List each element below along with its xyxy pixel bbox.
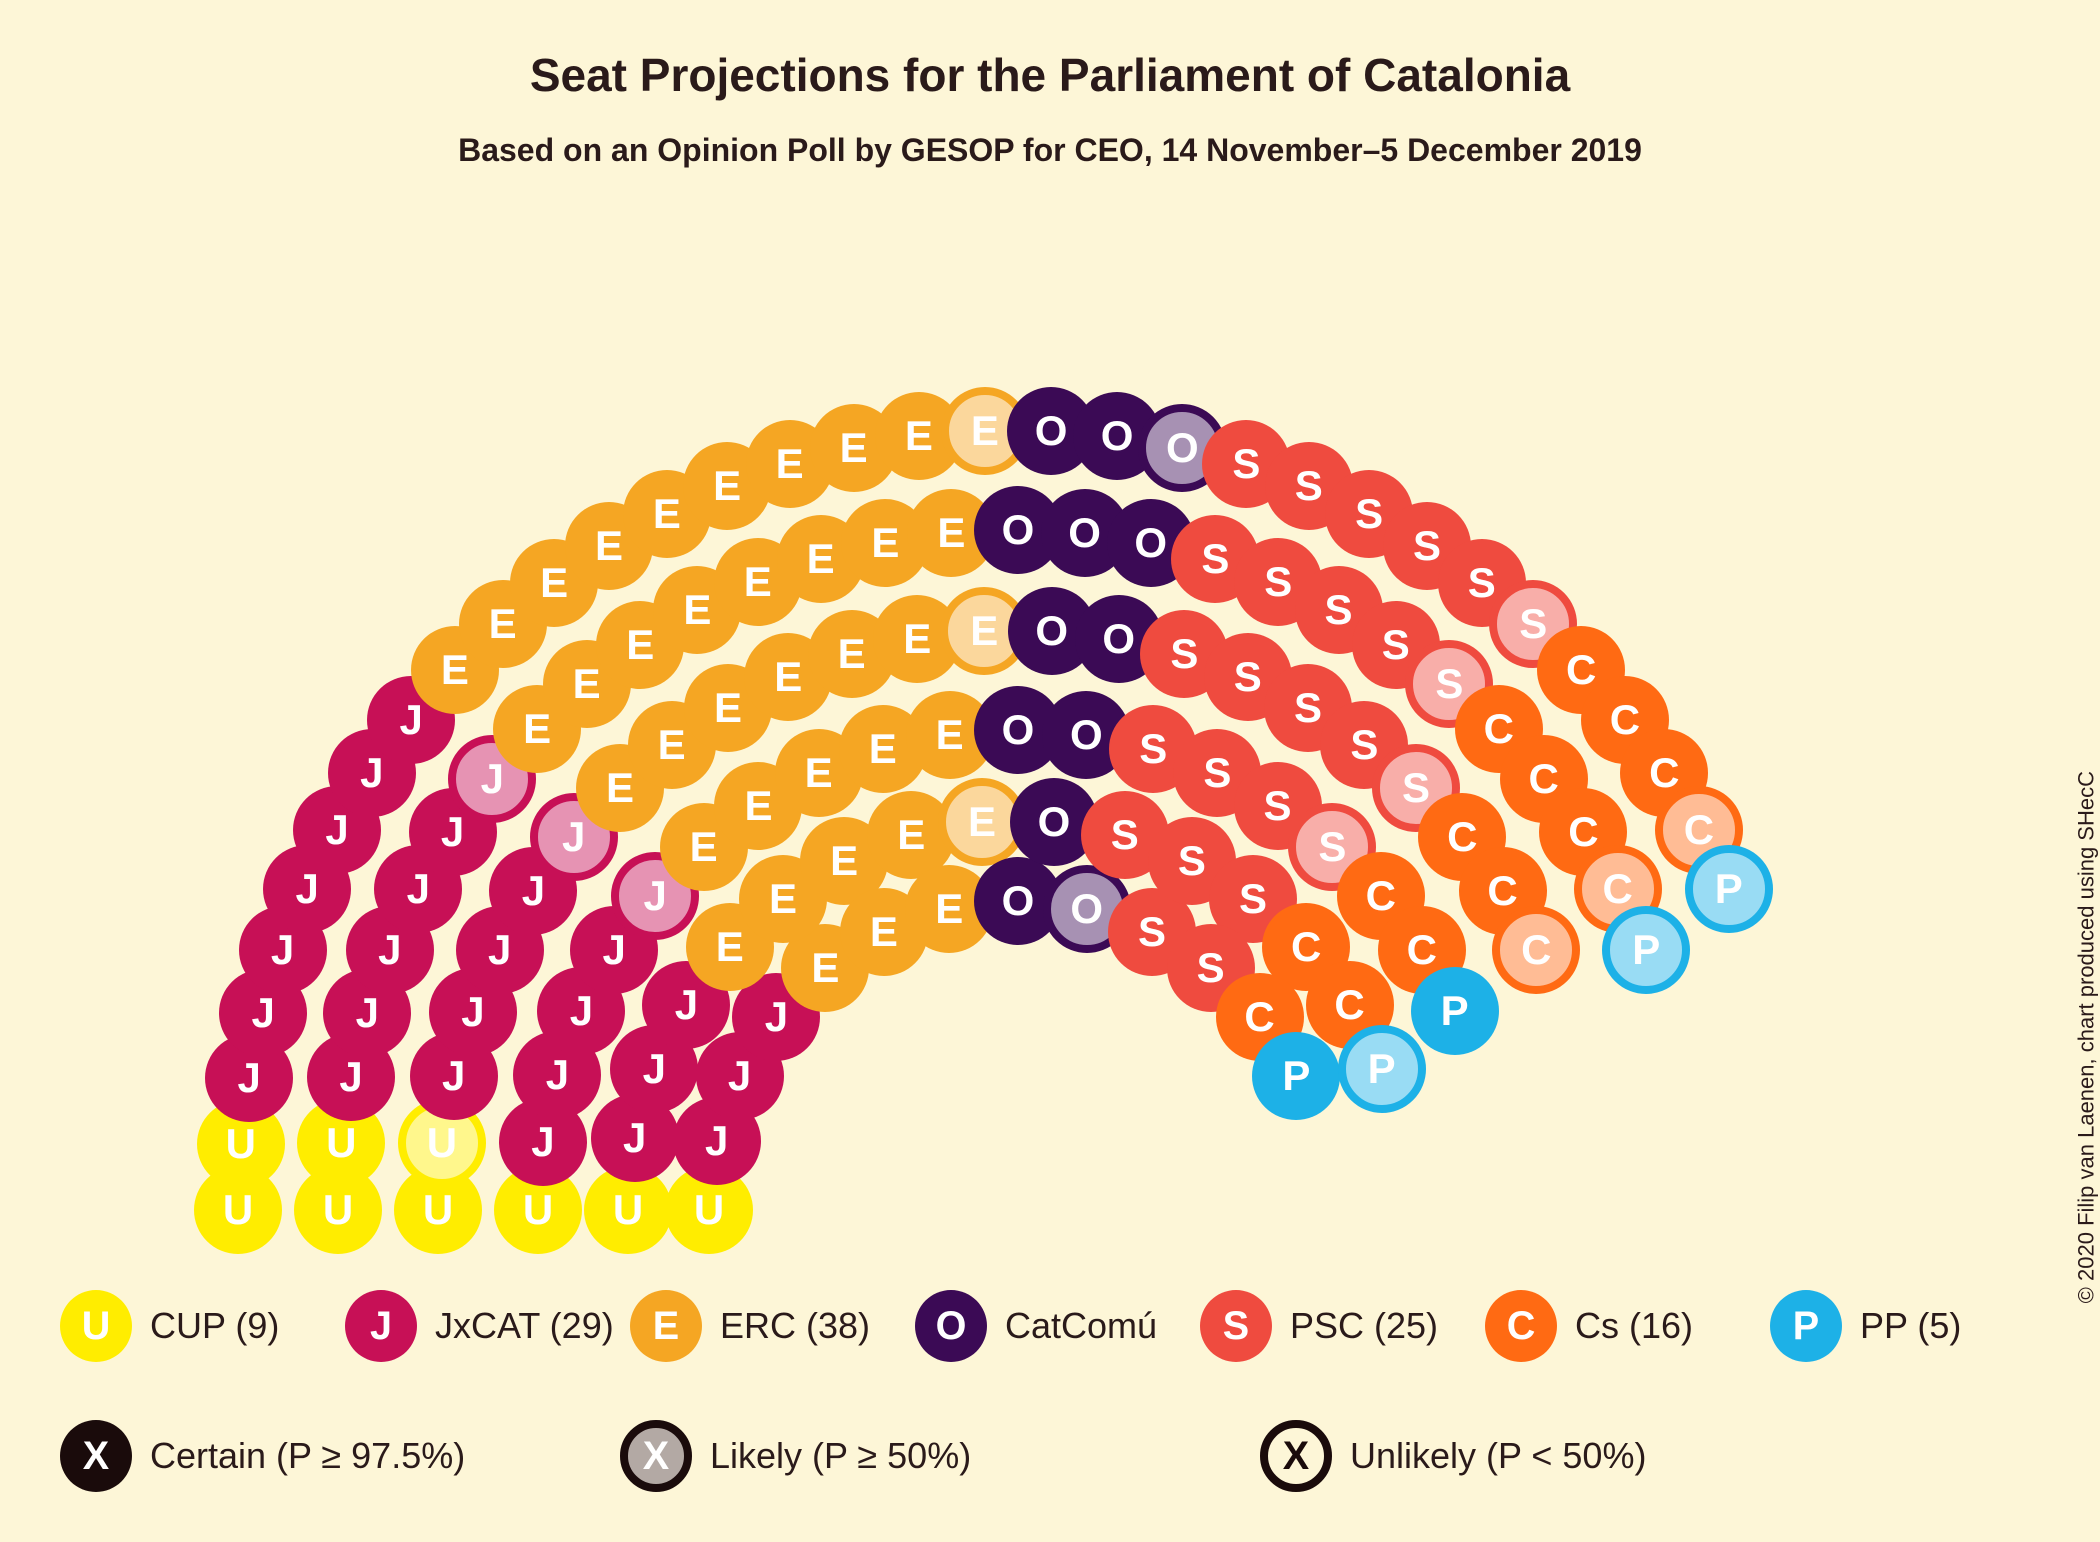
seat-cs: C bbox=[1492, 906, 1580, 994]
seat-pp: P bbox=[1252, 1032, 1340, 1120]
legend-swatch: E bbox=[630, 1290, 702, 1362]
prob-label: Certain (P ≥ 97.5%) bbox=[150, 1435, 465, 1477]
legend-label: Cs (16) bbox=[1575, 1305, 1693, 1347]
legend-prob-unlikely: X Unlikely (P < 50%) bbox=[1260, 1420, 1646, 1492]
legend-prob-certain: X Certain (P ≥ 97.5%) bbox=[60, 1420, 465, 1492]
legend-party-jxcat: J JxCAT (29) bbox=[345, 1290, 614, 1362]
prob-label: Unlikely (P < 50%) bbox=[1350, 1435, 1646, 1477]
legend-swatch: C bbox=[1485, 1290, 1557, 1362]
prob-swatch: X bbox=[620, 1420, 692, 1492]
prob-swatch: X bbox=[1260, 1420, 1332, 1492]
legend-swatch: O bbox=[915, 1290, 987, 1362]
legend-party-cs: C Cs (16) bbox=[1485, 1290, 1693, 1362]
seat-pp: P bbox=[1338, 1025, 1426, 1113]
legend-party-cup: U CUP (9) bbox=[60, 1290, 279, 1362]
legend-swatch: S bbox=[1200, 1290, 1272, 1362]
legend-label: ERC (38) bbox=[720, 1305, 870, 1347]
legend-party-psc: S PSC (25) bbox=[1200, 1290, 1438, 1362]
legend-swatch: J bbox=[345, 1290, 417, 1362]
legend-label: CUP (9) bbox=[150, 1305, 279, 1347]
legend-swatch: U bbox=[60, 1290, 132, 1362]
legend-party-pp: P PP (5) bbox=[1770, 1290, 1961, 1362]
legend-label: PSC (25) bbox=[1290, 1305, 1438, 1347]
seat-pp: P bbox=[1685, 845, 1773, 933]
seat-pp: P bbox=[1411, 967, 1499, 1055]
legend-prob-likely: X Likely (P ≥ 50%) bbox=[620, 1420, 971, 1492]
legend-swatch: P bbox=[1770, 1290, 1842, 1362]
legend-label: PP (5) bbox=[1860, 1305, 1961, 1347]
prob-label: Likely (P ≥ 50%) bbox=[710, 1435, 971, 1477]
legend-label: JxCAT (29) bbox=[435, 1305, 614, 1347]
prob-swatch: X bbox=[60, 1420, 132, 1492]
legend-label: CatComú bbox=[1005, 1305, 1157, 1347]
legend-party-catcomú: O CatComú bbox=[915, 1290, 1157, 1362]
seat-pp: P bbox=[1602, 906, 1690, 994]
legend-party-erc: E ERC (38) bbox=[630, 1290, 870, 1362]
